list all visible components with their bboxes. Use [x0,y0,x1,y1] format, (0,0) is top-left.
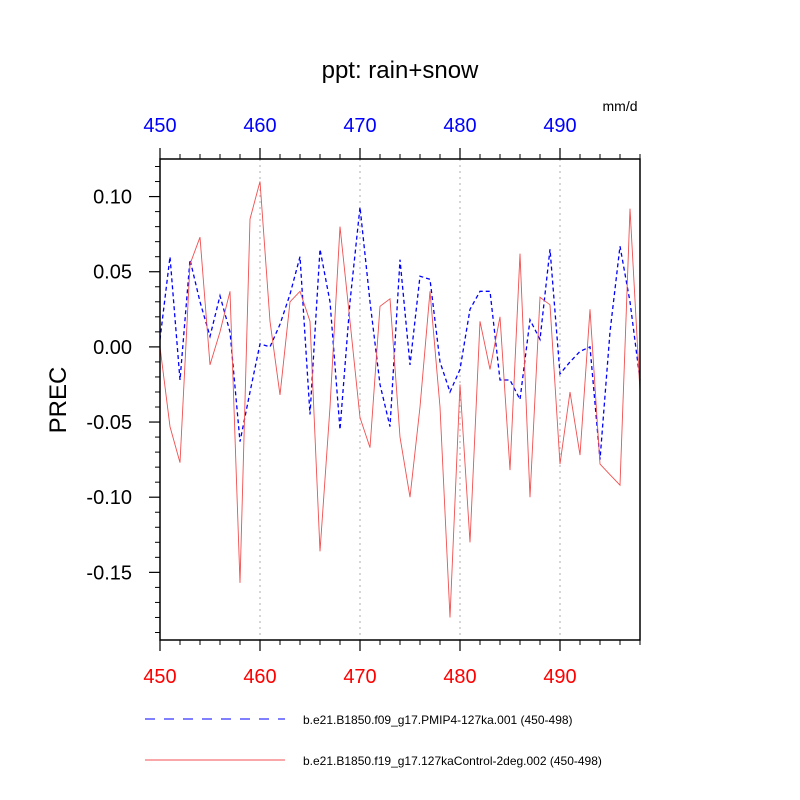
x-tick-label-bottom: 450 [143,666,176,688]
y-tick-label: 0.00 [93,337,132,359]
units-label: mm/d [603,98,638,114]
y-tick-label: 0.10 [93,187,132,209]
tick-labels: 450 450 460 460 470 470 480 480 490 490 -0.15 -0.10… [86,115,576,688]
x-tick-label-bottom: 470 [343,666,376,688]
x-tick-label-bottom: 460 [243,666,276,688]
series-line-2 [159,181,641,618]
legend: b.e21.B1850.f09_g17.PMIP4-127ka.001 (450… [145,713,602,768]
series-layer [159,181,641,618]
x-tick-label-top: 460 [243,115,276,137]
x-tick-label-top: 450 [143,115,176,137]
chart-title: ppt: rain+snow [322,57,479,84]
series-line-1 [159,207,641,460]
legend-label-1: b.e21.B1850.f09_g17.PMIP4-127ka.001 (450… [303,713,573,727]
x-tick-label-top: 470 [343,115,376,137]
y-tick-label: -0.15 [86,562,132,584]
x-tick-label-top: 480 [443,115,476,137]
x-tick-label-top: 490 [543,115,576,137]
x-tick-label-bottom: 490 [543,666,576,688]
x-tick-label-bottom: 480 [443,666,476,688]
y-tick-label: -0.10 [86,487,132,509]
plot-frame [159,158,641,641]
legend-label-2: b.e21.B1850.f19_g17.127kaControl-2deg.00… [303,754,602,768]
y-axis-label: PREC [45,367,72,434]
minor-ticks [155,154,641,645]
y-tick-label: 0.05 [93,262,132,284]
grid [259,159,561,640]
major-ticks [149,148,561,651]
y-tick-label: -0.05 [86,412,132,434]
